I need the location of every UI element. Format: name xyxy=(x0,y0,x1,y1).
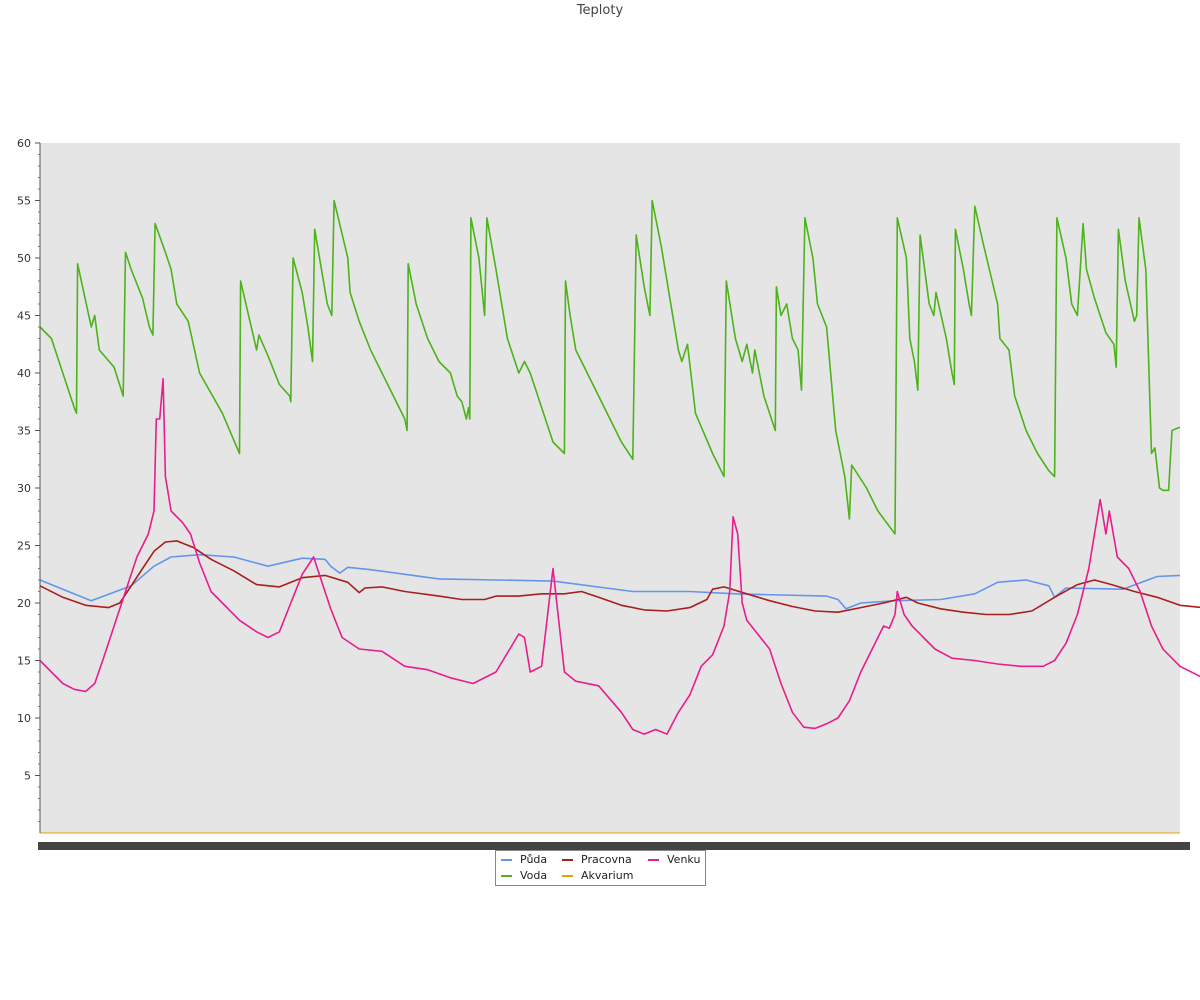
y-tick-label: 15 xyxy=(17,655,31,668)
y-tick-label: 55 xyxy=(17,195,31,208)
legend-swatch xyxy=(501,859,512,861)
legend: Půda Voda Pracovna Akvarium Venku xyxy=(495,850,706,886)
chart-title: Teploty xyxy=(576,3,624,18)
series-line-pracovna xyxy=(39,540,1200,616)
y-tick-label: 35 xyxy=(17,425,31,438)
legend-label: Venku xyxy=(667,853,701,866)
y-tick-label: 5 xyxy=(24,770,31,783)
x-axis-band xyxy=(38,842,1190,850)
series-line-venku xyxy=(39,377,1200,735)
y-tick-label: 30 xyxy=(17,482,31,495)
legend-swatch xyxy=(501,875,512,877)
y-tick-label: 40 xyxy=(17,367,31,380)
legend-label: Voda xyxy=(520,869,548,882)
y-tick-label: 50 xyxy=(17,252,31,265)
y-tick-label: 60 xyxy=(17,137,31,150)
legend-label: Akvarium xyxy=(581,869,634,882)
series-line-voda xyxy=(39,199,1181,535)
legend-swatch xyxy=(562,859,573,861)
y-tick-label: 25 xyxy=(17,540,31,553)
y-tick-label: 10 xyxy=(17,712,31,725)
plot-area xyxy=(40,143,1180,833)
legend-label: Pracovna xyxy=(581,853,632,866)
y-tick-label: 45 xyxy=(17,310,31,323)
legend-swatch xyxy=(648,859,659,861)
legend-label: Půda xyxy=(520,853,548,866)
legend-swatch xyxy=(562,875,573,877)
y-tick-label: 20 xyxy=(17,597,31,610)
